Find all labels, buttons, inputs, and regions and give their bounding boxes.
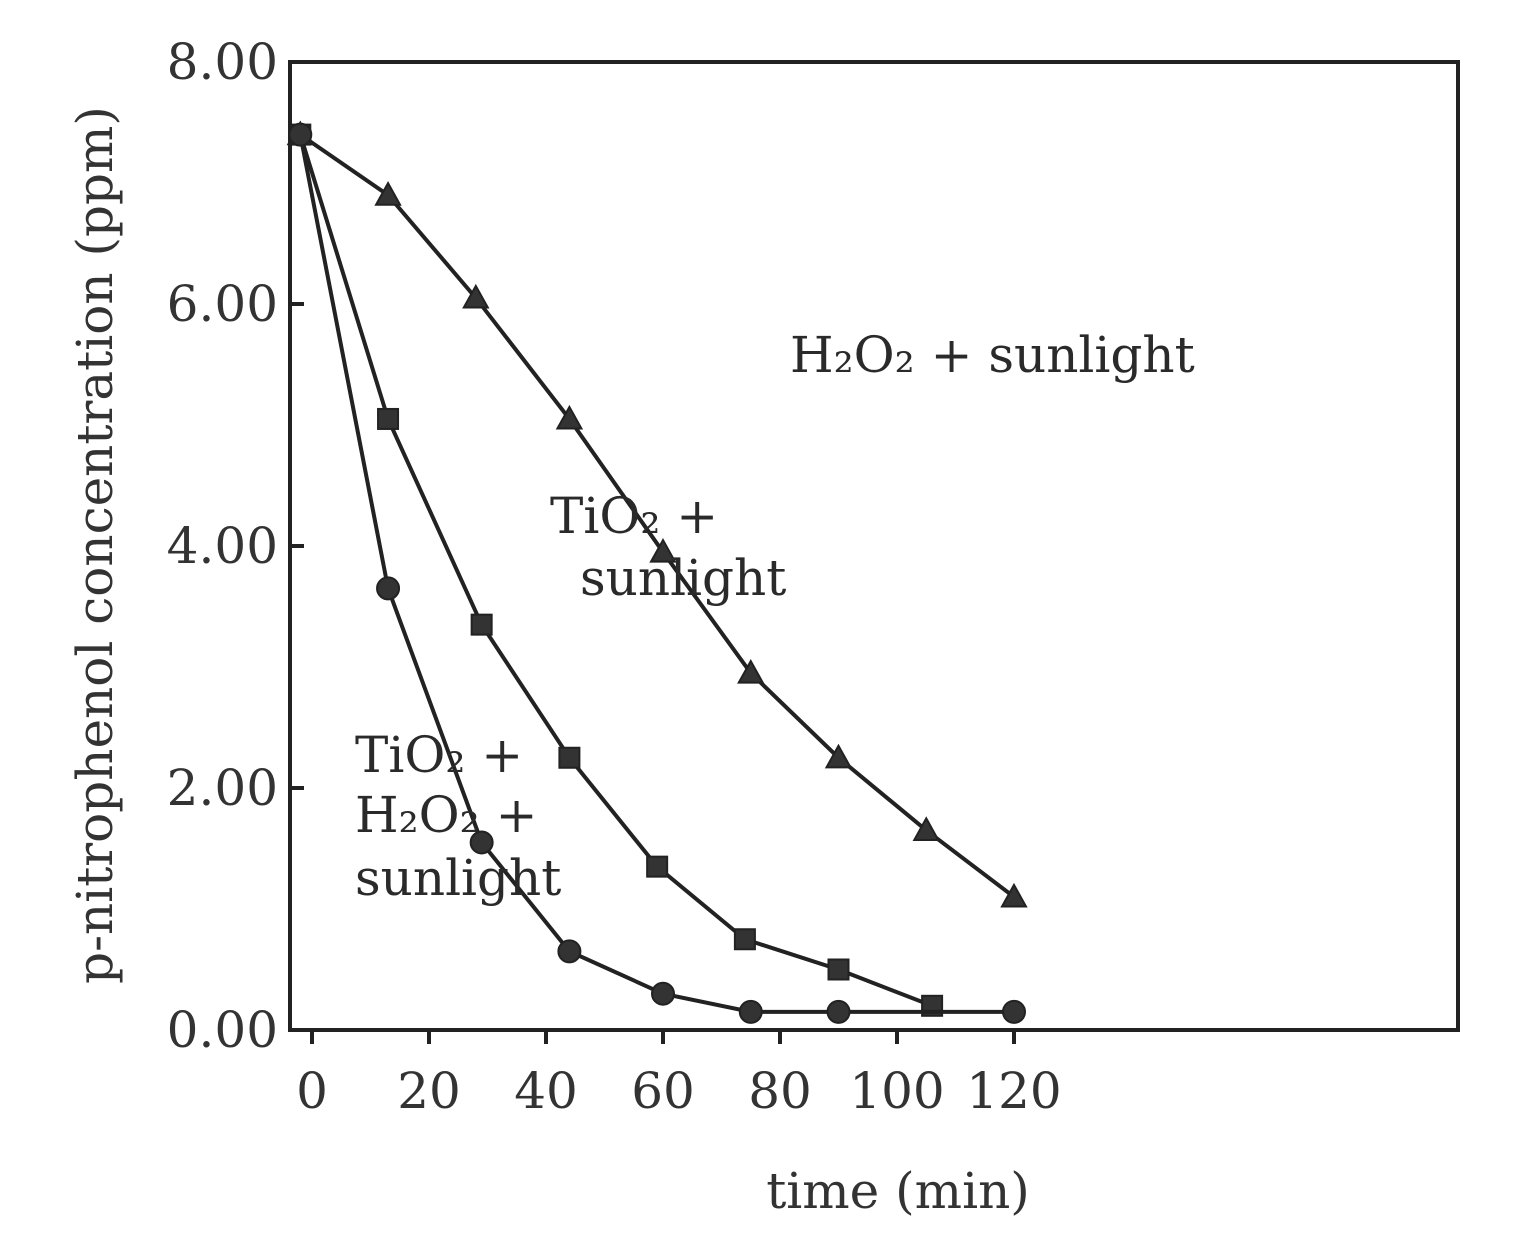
data-point-triangle bbox=[374, 181, 402, 206]
y-axis-title: p-nitrophenol concentration (ppm) bbox=[66, 106, 124, 984]
data-point-circle bbox=[376, 576, 401, 601]
x-tick-label: 40 bbox=[514, 1062, 578, 1120]
data-point-circle bbox=[288, 122, 313, 147]
data-point-circle bbox=[651, 981, 675, 1006]
x-tick-label: 80 bbox=[748, 1062, 812, 1120]
y-tick-label: 2.00 bbox=[167, 759, 278, 817]
x-tick-label: 60 bbox=[631, 1062, 695, 1120]
data-point-square bbox=[646, 855, 669, 878]
annotation-combo-line3: sunlight bbox=[355, 849, 561, 907]
data-point-triangle bbox=[462, 283, 490, 309]
x-tick-label: 20 bbox=[397, 1062, 461, 1120]
data-point-square bbox=[827, 958, 850, 981]
data-point-circle bbox=[1002, 999, 1026, 1024]
x-tick-label: 120 bbox=[966, 1062, 1061, 1120]
series-line bbox=[298, 134, 1014, 1014]
data-point-circle bbox=[469, 830, 494, 855]
series-group bbox=[286, 120, 1028, 1024]
annotation-combo-line2: H₂O₂ + bbox=[355, 786, 537, 844]
data-point-circle bbox=[826, 999, 851, 1024]
data-point-circle bbox=[738, 999, 763, 1024]
x-axis-title: time (min) bbox=[766, 1162, 1030, 1220]
data-point-triangle bbox=[555, 404, 584, 430]
series-1 bbox=[286, 120, 1028, 908]
data-point-square bbox=[558, 746, 581, 769]
x-tick-label: 0 bbox=[296, 1062, 328, 1120]
y-tick-label: 4.00 bbox=[167, 517, 278, 575]
data-point-triangle bbox=[912, 816, 940, 841]
series-3 bbox=[288, 122, 1026, 1024]
x-tick-label: 100 bbox=[849, 1062, 944, 1120]
y-tick-label: 0.00 bbox=[167, 1001, 278, 1059]
data-point-square bbox=[733, 928, 756, 951]
data-point-triangle bbox=[649, 537, 677, 563]
data-point-circle bbox=[557, 939, 582, 964]
x-axis-ticks: 0 20 40 60 80 100 120 bbox=[296, 1030, 1062, 1120]
data-point-triangle bbox=[824, 743, 853, 769]
data-point-square bbox=[470, 613, 493, 636]
annotation-tio2-sunlight-line2: sunlight bbox=[580, 549, 786, 607]
data-point-triangle bbox=[737, 658, 765, 684]
series-line bbox=[298, 134, 933, 1008]
y-axis-ticks: 0.00 2.00 4.00 6.00 8.00 bbox=[167, 33, 304, 1059]
annotation-h2o2-sunlight: H₂O₂ + sunlight bbox=[790, 326, 1195, 384]
annotation-tio2-sunlight-line1: TiO₂ + bbox=[550, 487, 718, 545]
y-tick-label: 6.00 bbox=[167, 275, 278, 333]
data-point-square bbox=[377, 407, 400, 430]
annotation-combo-line1: TiO₂ + bbox=[355, 726, 523, 784]
y-tick-label: 8.00 bbox=[167, 33, 278, 91]
data-point-triangle bbox=[1000, 882, 1028, 908]
